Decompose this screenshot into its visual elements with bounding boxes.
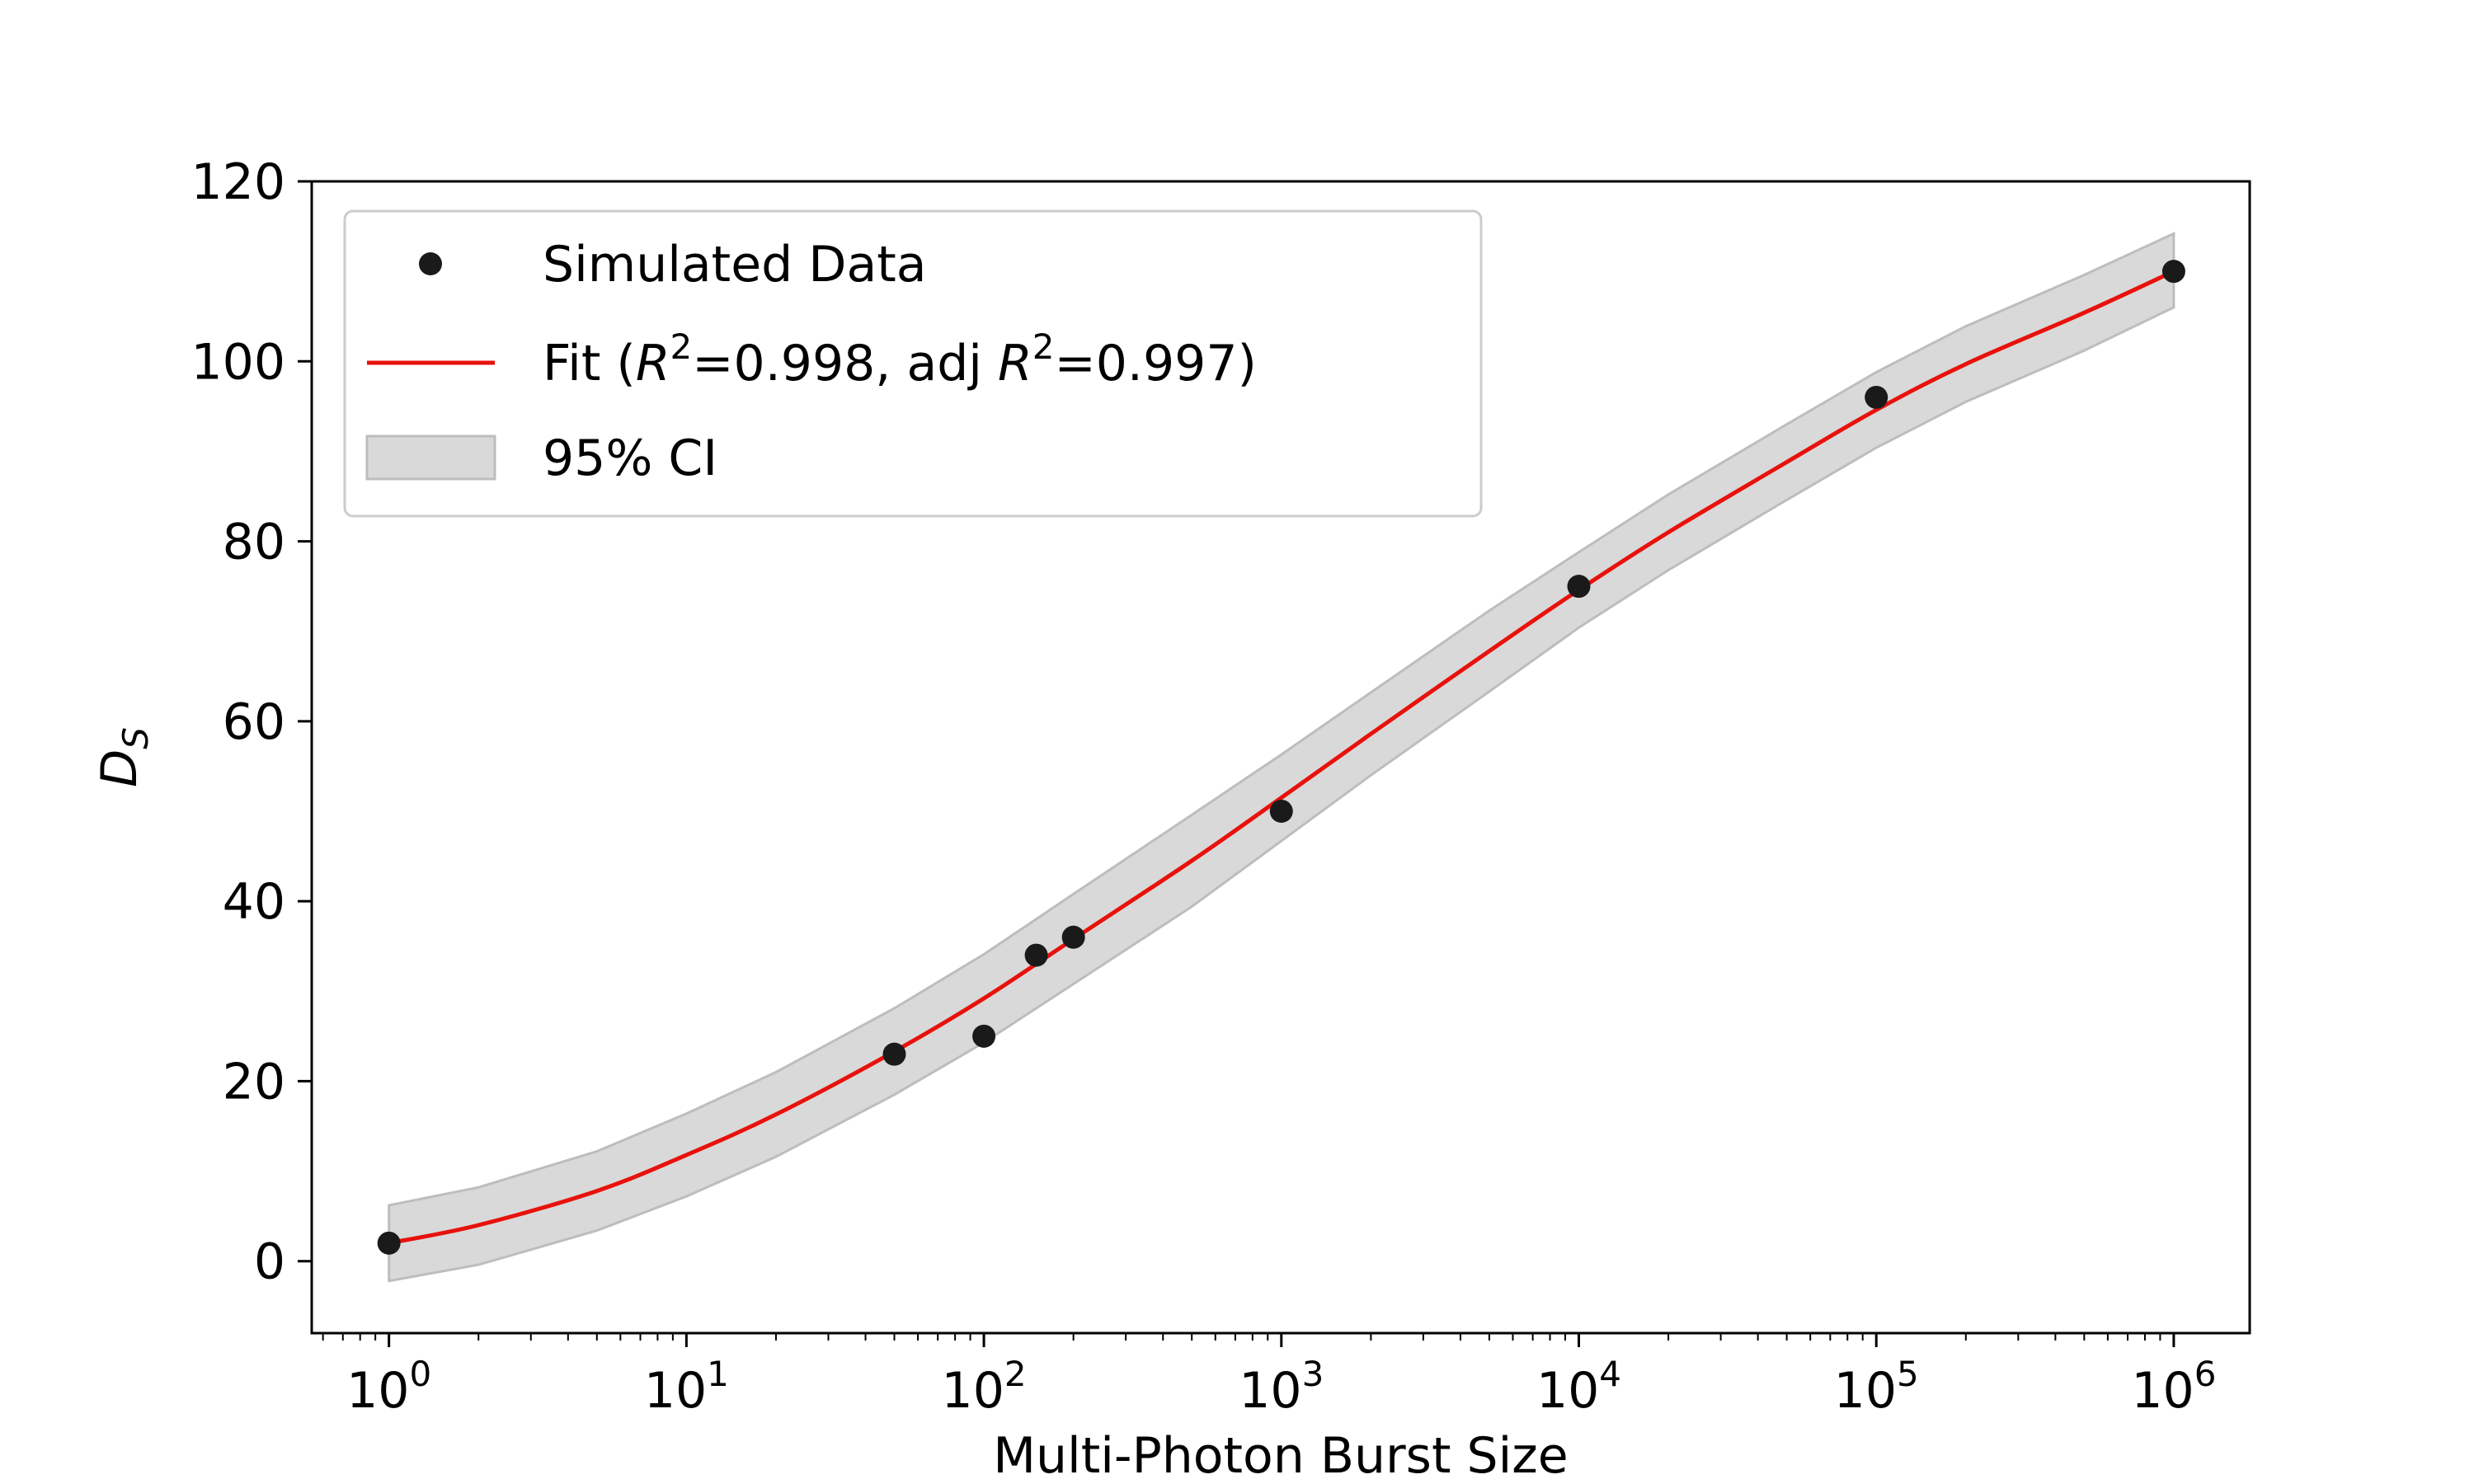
y-tick-label: 120: [190, 153, 285, 211]
x-tick-label: 106: [2131, 1354, 2216, 1420]
y-tick-label: 20: [223, 1053, 285, 1111]
x-tick-label: 104: [1536, 1354, 1621, 1420]
y-axis-title: DS: [91, 727, 156, 787]
data-point: [377, 1231, 401, 1255]
data-point: [1269, 799, 1293, 823]
data-point: [1567, 575, 1591, 599]
axes: 100 101 102 103 104 105 106 0 20 40 60 80 100 120 Mult…: [91, 153, 2251, 1484]
data-point: [1865, 385, 1888, 409]
plot-area: [377, 231, 2185, 1283]
data-point: [1024, 943, 1048, 967]
x-tick-label: 101: [644, 1354, 729, 1420]
y-tick-label: 40: [223, 873, 285, 931]
x-axis-title: Multi-Photon Burst Size: [993, 1427, 1568, 1484]
y-tick-label: 80: [223, 514, 285, 571]
y-tick-label: 0: [254, 1233, 285, 1291]
y-tick-label: 100: [190, 333, 285, 391]
legend-label-fit: Fit (R2=0.998, adj R2=0.997): [543, 326, 1257, 392]
legend-marker-data: [419, 252, 442, 275]
fit-line: [388, 269, 2175, 1246]
data-point: [972, 1024, 996, 1048]
x-tick-label: 105: [1834, 1354, 1919, 1420]
y-tick-label: 60: [223, 693, 285, 751]
x-tick-label: 103: [1239, 1354, 1324, 1420]
x-tick-label: 102: [942, 1354, 1027, 1420]
legend-box: [343, 209, 1483, 518]
data-point: [882, 1042, 906, 1066]
legend-label-data: Simulated Data: [543, 236, 927, 294]
x-tick-label: 100: [346, 1354, 431, 1420]
legend: Simulated Data Fit (R2=0.998, adj R2=0.99…: [343, 209, 1483, 518]
data-point: [1061, 925, 1085, 949]
legend-label-ci: 95% CI: [543, 430, 717, 487]
data-point: [2161, 260, 2185, 284]
legend-marker-ci: [365, 434, 496, 481]
